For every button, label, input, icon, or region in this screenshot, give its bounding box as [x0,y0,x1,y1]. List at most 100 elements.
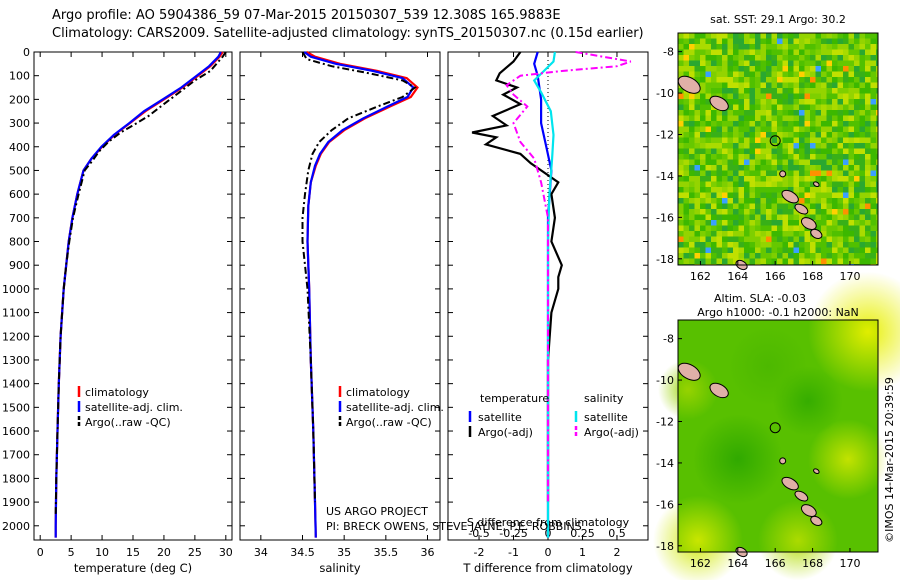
sst-cell [799,55,805,61]
legend-label-temperature: climatology [85,386,149,399]
sst-cell [865,247,871,254]
sst-cell [870,104,877,111]
sst-cell [804,121,811,127]
sst-cell [749,170,756,177]
sst-cell [799,44,805,50]
sst-cell [810,209,816,215]
sst-cell [859,126,866,133]
sst-cell [705,44,712,50]
sst-cell [865,154,871,160]
sst-cell [821,121,827,127]
sst-cell [843,33,849,39]
sst-cell [738,137,745,144]
sst-cell [711,236,717,243]
sst-cell [711,77,717,83]
sst-cell [722,220,728,226]
sst-cell [733,159,739,166]
sst-cell [843,231,849,237]
sst-cell [870,60,877,67]
sst-cell [843,104,849,111]
sst-cell [716,236,723,243]
sst-cell [876,115,879,122]
sst-cell [738,44,745,50]
sst-cell [755,143,761,149]
sst-cell [854,154,860,160]
sst-cell [826,38,833,45]
sst-cell [804,170,811,177]
sst-cell [826,165,833,171]
map-x-tick-label-sst_map: 166 [765,270,786,283]
sst-cell [859,143,866,149]
sst-cell [793,110,800,116]
sst-cell [865,258,871,265]
sst-cell [705,77,712,83]
sst-cell [760,66,767,72]
sst-cell [810,126,816,133]
sst-cell [843,88,849,94]
sst-cell [705,38,712,45]
sst-cell [766,192,772,199]
sst-cell [799,33,805,39]
sst-cell [815,187,822,193]
sst-cell [821,132,827,138]
sst-cell [705,33,712,39]
sst-cell [788,33,794,39]
sst-cell [810,88,816,94]
sst-cell [716,82,723,89]
sst-cell [788,82,794,89]
sst-cell [837,60,844,67]
plot-frame-salinity [239,51,441,541]
sst-cell [815,49,822,56]
sst-cell [711,253,717,259]
sst-cell [870,203,877,210]
sst-cell [848,203,855,210]
sst-cell [705,104,712,111]
sst-cell [843,71,849,78]
sst-cell [848,82,855,89]
sst-cell [727,33,734,39]
sst-cell [689,165,695,171]
sst-cell [799,93,805,100]
sst-cell [733,181,739,188]
sst-cell [705,148,712,155]
sst-cell [848,148,855,155]
sst-cell [722,110,728,116]
sst-cell [771,159,778,166]
sst-cell [854,165,860,171]
sst-cell [810,77,816,83]
sst-cell [689,214,695,221]
y-tick-label: 0 [23,46,30,59]
sst-cell [744,231,750,237]
sst-island [813,181,820,188]
sst-cell [766,44,772,50]
map-y-tick-label-sst_map: -10 [656,87,674,100]
sst-cell [705,170,712,177]
map-y-tick-label-sla_map: -18 [656,540,674,553]
sst-cell [766,165,772,171]
sst-cell [832,66,838,72]
sst-cell [755,159,761,166]
sst-cell [744,214,750,221]
sst-cell [793,38,800,45]
sst-cell [727,143,734,149]
sst-cell [727,159,734,166]
sst-cell [843,170,849,177]
sst-cell [694,231,701,237]
sst-cell [727,220,734,226]
sst-cell [782,71,789,78]
sst-cell [722,93,728,100]
sst-cell [716,203,723,210]
sst-cell [711,126,717,133]
sst-cell [777,247,783,254]
sst-cell [700,198,706,204]
sst-cell [694,242,701,248]
sst-cell [815,192,822,199]
sst-cell [865,176,871,182]
sst-cell [711,110,717,116]
sst-cell [766,66,772,72]
sst-cell [799,170,805,177]
sst-cell [826,137,833,144]
sst-cell [760,242,767,248]
sst-cell [700,77,706,83]
sst-cell [832,60,838,67]
